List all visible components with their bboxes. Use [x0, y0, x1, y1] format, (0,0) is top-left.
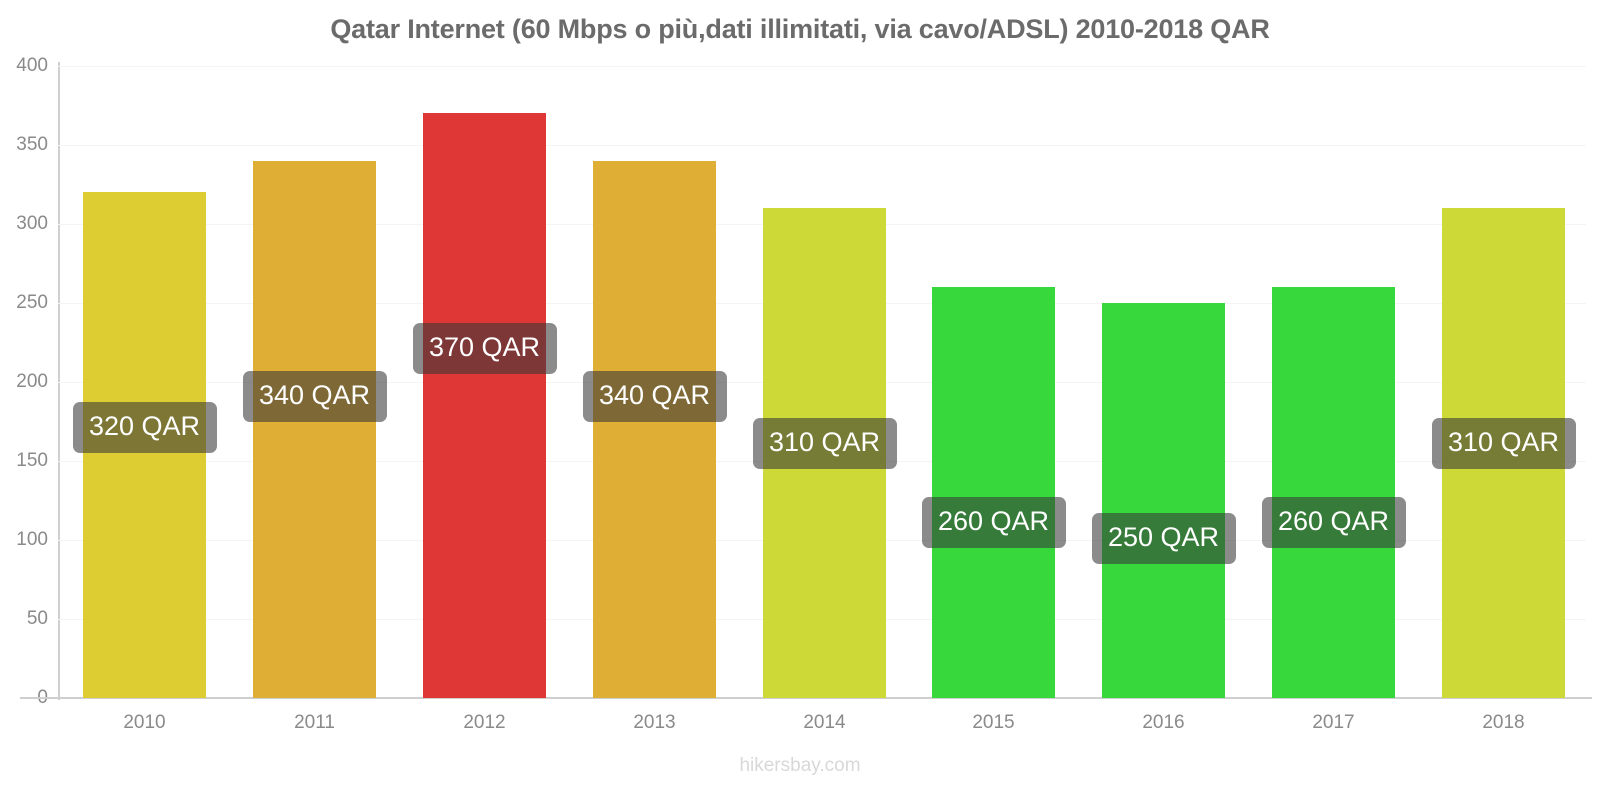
bar-2011[interactable]	[253, 160, 376, 698]
y-axis-tick-labels: 050100150200250300350400	[0, 0, 48, 800]
bar-2017[interactable]	[1272, 287, 1395, 698]
x-axis-tick-label-2015: 2015	[972, 712, 1015, 733]
bar-2015[interactable]	[932, 287, 1055, 698]
gridline	[58, 66, 1586, 67]
y-axis-tick-label: 50	[26, 608, 48, 629]
x-axis-line	[20, 697, 1592, 699]
bar-value-label-2014: 310 QAR	[752, 418, 897, 470]
bar-value-label-2010: 320 QAR	[72, 402, 217, 454]
y-axis-line	[58, 62, 60, 700]
x-axis-tick-label-2010: 2010	[123, 712, 166, 733]
bar-2013[interactable]	[593, 160, 716, 698]
bar-value-label-2017: 260 QAR	[1261, 497, 1406, 549]
x-axis-tick-label-2012: 2012	[463, 712, 506, 733]
bar-value-label-2018: 310 QAR	[1431, 418, 1576, 470]
y-axis-tick-label: 400	[16, 55, 48, 76]
x-axis-tick-label-2017: 2017	[1312, 712, 1355, 733]
plot-area: 320 QAR 340 QAR 370 QAR 340 QAR 310 QAR 260 Q…	[58, 66, 1586, 698]
x-axis-tick-label-2018: 2018	[1482, 712, 1525, 733]
bar-value-label-2011: 340 QAR	[242, 370, 387, 422]
x-axis-tick-label-2014: 2014	[803, 712, 846, 733]
y-axis-tick-label: 350	[16, 134, 48, 155]
bar-value-label-2012: 370 QAR	[412, 323, 557, 375]
gridline	[58, 145, 1586, 146]
y-axis-tick-label: 100	[16, 529, 48, 550]
bar-value-label-2015: 260 QAR	[921, 497, 1066, 549]
y-axis-tick-label: 300	[16, 213, 48, 234]
x-axis-tick-label-2011: 2011	[294, 712, 335, 733]
bar-2016[interactable]	[1102, 303, 1225, 698]
x-axis-tick-label-2016: 2016	[1142, 712, 1185, 733]
y-axis-tick-label: 200	[16, 371, 48, 392]
bar-value-label-2013: 340 QAR	[582, 370, 727, 422]
x-axis-tick-label-2013: 2013	[633, 712, 676, 733]
bar-2012[interactable]	[423, 113, 546, 698]
y-axis-tick-label: 150	[16, 450, 48, 471]
bar-value-label-2016: 250 QAR	[1091, 513, 1236, 564]
y-axis-tick-label: 250	[16, 292, 48, 313]
footer-credit: hikersbay.com	[739, 755, 861, 776]
chart-title: Qatar Internet (60 Mbps o più,dati illim…	[330, 14, 1270, 44]
